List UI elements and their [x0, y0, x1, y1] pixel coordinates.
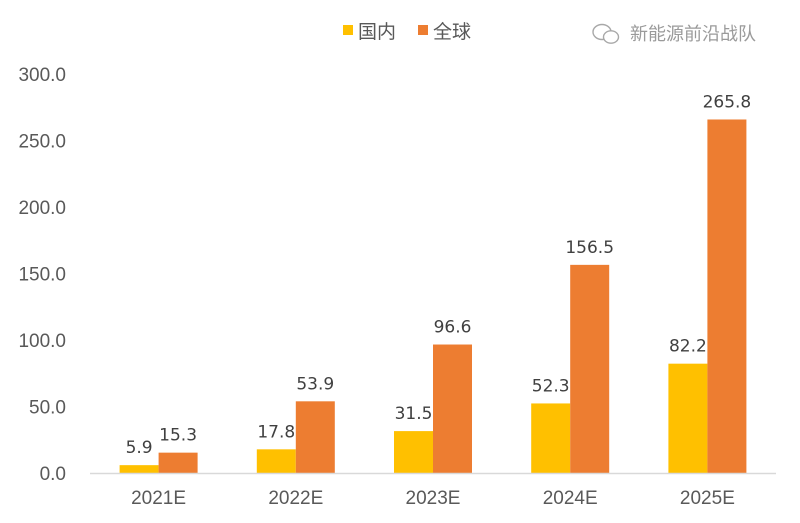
bars: 5.9 15.3 17.8 53.9 31.5 96.6 52.3 156.5 82.2 265.…: [119, 92, 752, 474]
data-label: 96.6: [434, 318, 472, 338]
x-tick-label: 2022E: [268, 488, 323, 509]
bar-global-2025E: [707, 119, 747, 474]
wechat-icon: [592, 23, 620, 44]
data-label: 53.9: [296, 374, 334, 394]
bar-global-2024E: [570, 264, 610, 473]
x-axis: 2021E 2022E 2023E 2024E 2025E: [90, 472, 776, 509]
data-label: 82.2: [669, 337, 707, 357]
bar-domestic-2024E: [531, 403, 571, 473]
x-tick-label: 2025E: [680, 488, 735, 509]
data-label: 265.8: [703, 92, 752, 112]
data-label: 17.8: [257, 422, 295, 442]
bar-domestic-2025E: [668, 363, 708, 473]
y-tick-label: 200.0: [18, 198, 66, 219]
y-tick-label: 150.0: [18, 265, 66, 286]
data-label: 15.3: [159, 426, 197, 446]
y-tick-label: 300.0: [18, 65, 66, 86]
y-axis: 0.0 50.0 100.0 150.0 200.0 250.0 300.0: [18, 65, 66, 485]
x-tick-label: 2024E: [543, 488, 598, 509]
legend: 国内 全球: [343, 21, 471, 43]
y-tick-label: 0.0: [40, 464, 66, 485]
x-tick-label: 2023E: [406, 488, 461, 509]
watermark: 新能源前沿战队: [592, 23, 756, 45]
bar-global-2021E: [158, 452, 198, 473]
legend-label: 全球: [433, 21, 471, 43]
bar-global-2022E: [295, 401, 335, 473]
legend-swatch: [343, 25, 353, 35]
data-label: 156.5: [565, 238, 614, 258]
bar-domestic-2022E: [256, 449, 296, 473]
legend-swatch: [418, 25, 428, 35]
legend-label: 国内: [358, 21, 396, 43]
y-tick-label: 250.0: [18, 132, 66, 153]
bar-global-2023E: [433, 344, 472, 473]
bar-domestic-2023E: [394, 431, 433, 473]
y-tick-label: 100.0: [18, 331, 66, 352]
data-label: 52.3: [532, 376, 570, 396]
data-label: 5.9: [126, 438, 153, 458]
x-tick-label: 2021E: [131, 488, 186, 509]
y-tick-label: 50.0: [29, 398, 66, 419]
watermark-text: 新能源前沿战队: [630, 24, 756, 45]
data-label: 31.5: [395, 404, 433, 424]
bar-domestic-2021E: [119, 465, 159, 473]
